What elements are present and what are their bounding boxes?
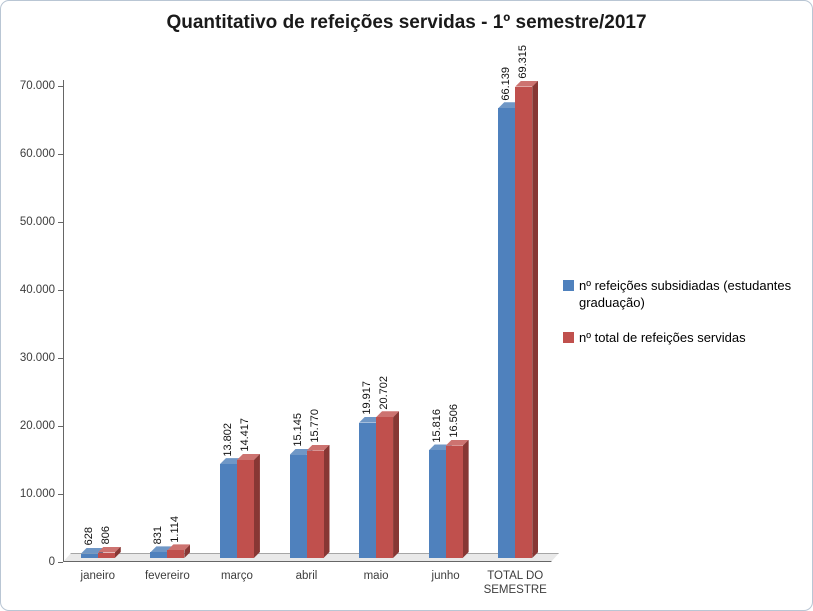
x-axis-category-label: maio [363, 570, 389, 582]
bar-value-label: 14.417 [238, 418, 251, 452]
bar-side-face [393, 411, 399, 558]
x-axis-category-label: TOTAL DO SEMESTRE [483, 570, 547, 596]
y-axis-tick-label: 30.000 [19, 352, 55, 364]
x-axis-category-label: março [220, 570, 253, 582]
bar-top-face [290, 449, 313, 455]
y-axis-line [63, 80, 64, 562]
bar-side-face [324, 445, 330, 558]
legend-item: nº total de refeições servidas [563, 329, 812, 346]
bar [515, 86, 533, 558]
bar-top-face [167, 544, 190, 550]
bar-value-label: 831 [152, 526, 165, 545]
legend-swatch [563, 280, 574, 291]
bar-top-face [359, 417, 382, 423]
y-axis-tick-mark [58, 222, 63, 223]
bar-value-label: 19.917 [361, 380, 374, 415]
bar [80, 553, 98, 558]
y-axis-tick-mark [58, 86, 63, 87]
bar-top-face [446, 440, 469, 446]
bar-top-face [498, 102, 521, 108]
bar-side-face [115, 547, 121, 558]
bar [498, 108, 516, 558]
bar [445, 445, 463, 558]
legend: nº refeições subsidiadas (estudantes gra… [563, 277, 812, 346]
y-axis-tick-label: 10.000 [19, 488, 55, 500]
bar-value-label: 20.702 [378, 375, 391, 410]
bar-top-face [429, 444, 452, 450]
bar-value-label: 69.315 [517, 45, 530, 79]
y-axis-tick-label: 70.000 [19, 80, 55, 92]
bar-side-face [254, 454, 260, 558]
y-axis-tick-label: 0 [48, 556, 55, 568]
bar-value-label: 13.802 [221, 422, 234, 457]
bar [428, 450, 446, 558]
y-axis-tick-label: 60.000 [19, 148, 55, 160]
y-axis-tick-mark [58, 154, 63, 155]
bar [219, 464, 237, 558]
y-axis-tick-label: 40.000 [19, 284, 55, 296]
bar [97, 552, 115, 558]
y-axis-tick-label: 50.000 [19, 216, 55, 228]
bar-side-face [463, 440, 469, 558]
bar [359, 422, 377, 558]
bar-value-label: 66.139 [500, 66, 513, 101]
bar-top-face [150, 546, 173, 552]
y-axis-tick-mark [58, 358, 63, 359]
legend-series-label: nº refeições subsidiadas (estudantes gra… [579, 278, 792, 310]
bar-top-face [307, 445, 330, 451]
bar-value-label: 15.816 [430, 408, 443, 443]
legend-series-label: nº total de refeições servidas [579, 330, 746, 345]
bar-value-label: 16.506 [447, 404, 460, 438]
y-axis-tick-mark [58, 290, 63, 291]
bar-top-face [220, 458, 243, 464]
y-axis-tick-mark [58, 562, 63, 563]
bar-value-label: 1.114 [169, 515, 182, 543]
bar-top-face [98, 547, 121, 553]
x-axis-category-label: fevereiro [144, 570, 190, 582]
bar [236, 459, 254, 558]
bar [306, 450, 324, 558]
bar-side-face [532, 81, 538, 558]
bar-value-label: 806 [99, 526, 112, 545]
bar [289, 455, 307, 558]
bar-top-face [515, 81, 538, 87]
x-axis-category-label: junho [431, 570, 460, 582]
bar-value-label: 628 [82, 527, 95, 546]
bar-top-face [237, 454, 260, 460]
bar [167, 550, 185, 558]
bar-value-label: 15.145 [291, 413, 304, 448]
bar-top-face [376, 411, 399, 417]
bar-side-face [184, 544, 190, 558]
x-axis-category-label: abril [295, 570, 318, 582]
legend-swatch [563, 332, 574, 343]
bar [376, 417, 394, 558]
bar-top-face [81, 548, 104, 554]
bar [150, 552, 168, 558]
x-axis-category-label: janeiro [80, 570, 116, 582]
bar-value-label: 15.770 [308, 409, 321, 443]
legend-item: nº refeições subsidiadas (estudantes gra… [563, 277, 812, 311]
y-axis-tick-mark [58, 494, 63, 495]
y-axis-tick-mark [58, 426, 63, 427]
chart-title: Quantitativo de refeições servidas - 1º … [166, 12, 647, 33]
y-axis-tick-label: 20.000 [19, 420, 55, 432]
